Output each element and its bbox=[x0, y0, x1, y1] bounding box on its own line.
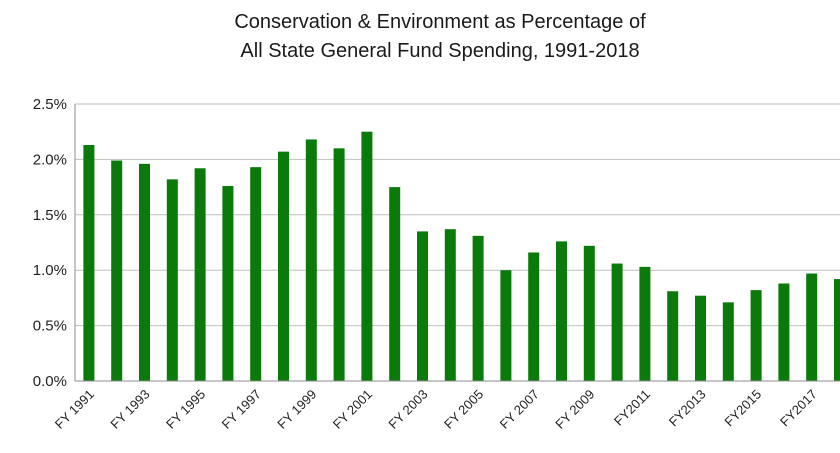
bar-fy-1999 bbox=[305, 139, 317, 381]
bar-fy-2004 bbox=[444, 229, 456, 381]
bar-fy-2007 bbox=[528, 252, 540, 381]
bar-fy-1993 bbox=[139, 163, 150, 381]
x-tick-label: FY 1995 bbox=[163, 387, 208, 432]
bar-fy-2010 bbox=[611, 263, 623, 381]
bar-fy-1992 bbox=[111, 160, 123, 381]
axes bbox=[74, 104, 840, 382]
bar-fy-1991 bbox=[83, 144, 95, 381]
bar-fy-1998 bbox=[278, 151, 289, 381]
y-tick-label: 1.5% bbox=[33, 207, 67, 224]
bar-fy-2006 bbox=[500, 270, 512, 381]
bar-fy2016 bbox=[778, 283, 790, 381]
x-tick-label: FY 1993 bbox=[107, 387, 152, 432]
bar-fy2013 bbox=[695, 295, 706, 381]
bar-fy-2001 bbox=[361, 131, 373, 381]
x-tick-label: FY 1991 bbox=[52, 387, 97, 432]
bar-fy-2008 bbox=[556, 241, 567, 381]
x-axis-tick-labels: FY 1991 FY 1993 FY 1995 FY 1997 FY 1999 FY 20… bbox=[52, 387, 820, 432]
bar-fy-1994 bbox=[166, 179, 178, 381]
bar-fy2011 bbox=[639, 266, 651, 381]
chart-title-line1: Conservation & Environment as Percentage… bbox=[234, 11, 646, 33]
y-tick-label: 2.0% bbox=[33, 151, 67, 168]
y-tick-label: 1.0% bbox=[33, 262, 67, 279]
x-tick-label: FY 1999 bbox=[274, 387, 319, 432]
x-tick-label: FY2013 bbox=[666, 387, 709, 430]
bar-fy-2009 bbox=[583, 245, 595, 381]
x-tick-label: FY2017 bbox=[777, 387, 820, 430]
bar-fy-1996 bbox=[222, 185, 234, 381]
x-tick-label: FY 2009 bbox=[552, 387, 597, 432]
bar-fy-2002 bbox=[389, 187, 401, 381]
x-tick-label: FY 2005 bbox=[441, 387, 486, 432]
x-tick-label: FY 2007 bbox=[497, 387, 542, 432]
bar-fy2012 bbox=[667, 291, 679, 381]
chart-title: Conservation & Environment as Percentage… bbox=[0, 8, 840, 66]
bar-fy-1995 bbox=[194, 168, 206, 381]
x-tick-label: FY 1997 bbox=[219, 387, 264, 432]
y-tick-label: 0.0% bbox=[33, 373, 67, 390]
bar-fy-2003 bbox=[417, 231, 428, 381]
y-tick-label: 0.5% bbox=[33, 318, 67, 335]
y-tick-label: 2.5% bbox=[33, 96, 67, 113]
bars bbox=[83, 131, 840, 381]
x-tick-label: FY 2003 bbox=[385, 387, 430, 432]
bar-fy2015 bbox=[750, 290, 762, 381]
bar-fy2014 bbox=[722, 302, 734, 381]
bar-fy-2005 bbox=[472, 235, 484, 381]
chart-title-line2: All State General Fund Spending, 1991-20… bbox=[240, 40, 640, 62]
bar-fy2017 bbox=[806, 273, 818, 381]
x-tick-label: FY 2001 bbox=[330, 387, 375, 432]
x-tick-label: FY2011 bbox=[611, 387, 653, 429]
y-axis-tick-labels: 0.0% 0.5% 1.0% 1.5% 2.0% 2.5% bbox=[33, 96, 67, 390]
bar-fy-1997 bbox=[250, 167, 262, 381]
bar-fy2018 bbox=[834, 279, 840, 381]
x-tick-label: FY2015 bbox=[721, 387, 764, 430]
bar-fy-2000 bbox=[333, 148, 345, 381]
